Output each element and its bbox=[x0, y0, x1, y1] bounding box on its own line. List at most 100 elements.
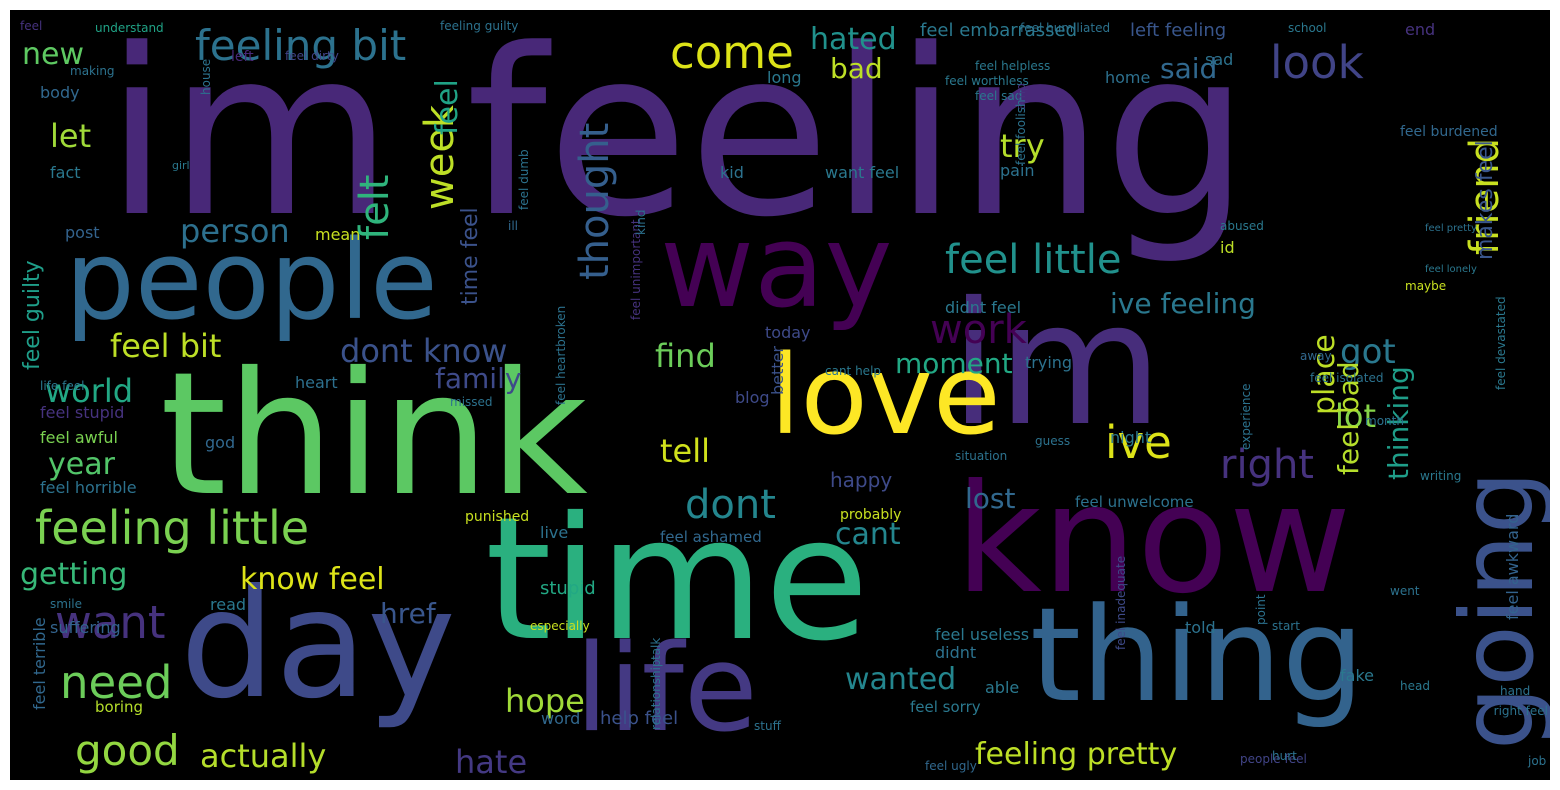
word: maybe bbox=[1405, 279, 1447, 293]
word: right bbox=[1220, 442, 1314, 488]
word: able bbox=[985, 678, 1020, 697]
word: writing bbox=[1420, 469, 1462, 483]
word: relationship bbox=[649, 659, 663, 730]
word: hope bbox=[505, 682, 585, 720]
word: feel devastated bbox=[1494, 296, 1508, 390]
word: feel unwelcome bbox=[1075, 493, 1194, 511]
word: job bbox=[1528, 754, 1547, 768]
word: thought bbox=[572, 122, 618, 280]
word: life bbox=[575, 620, 758, 759]
word: got bbox=[1340, 332, 1396, 372]
word: word bbox=[541, 709, 581, 728]
word: getting bbox=[20, 557, 128, 592]
word: new bbox=[22, 37, 85, 72]
word: punished bbox=[465, 509, 530, 525]
word: person bbox=[180, 212, 290, 250]
word: id bbox=[1220, 238, 1235, 257]
word: hated bbox=[810, 22, 897, 57]
word: year bbox=[48, 447, 115, 482]
word: way bbox=[660, 200, 893, 334]
word: experience bbox=[1239, 383, 1253, 450]
word: thing bbox=[1030, 579, 1365, 731]
word: feel burdened bbox=[1400, 124, 1498, 140]
word: ill bbox=[508, 219, 519, 233]
word: hand bbox=[1500, 684, 1531, 698]
word: actually bbox=[200, 737, 327, 775]
word: head bbox=[1400, 679, 1430, 693]
word: find bbox=[655, 337, 716, 375]
word: want bbox=[55, 596, 166, 649]
word: suffering bbox=[50, 618, 121, 637]
word: try bbox=[1000, 127, 1045, 165]
word: happy bbox=[830, 468, 893, 492]
word: missed bbox=[450, 395, 493, 409]
word: left bbox=[231, 49, 254, 65]
word: feel bit bbox=[110, 327, 222, 365]
word: hate bbox=[455, 743, 528, 780]
word: went bbox=[1390, 584, 1420, 598]
word: wanted bbox=[845, 662, 957, 697]
word: today bbox=[765, 323, 811, 342]
word: family bbox=[435, 362, 522, 395]
word: love bbox=[770, 331, 1001, 459]
word: smile bbox=[50, 597, 82, 611]
word: feel awkward bbox=[1503, 513, 1522, 620]
word: feel pretty bbox=[1425, 223, 1477, 234]
word: feel worthless bbox=[945, 74, 1029, 88]
word: feel sorry bbox=[910, 698, 981, 716]
word: ive feeling bbox=[1110, 287, 1256, 320]
word: girl bbox=[172, 159, 190, 172]
word: let bbox=[50, 117, 92, 155]
word: feel useless bbox=[935, 625, 1030, 644]
word: home bbox=[1105, 68, 1151, 87]
word: people feel bbox=[1240, 752, 1307, 766]
word: feel ashamed bbox=[660, 528, 762, 546]
word: know feel bbox=[240, 562, 385, 597]
word: feel stupid bbox=[40, 403, 125, 422]
word: href bbox=[380, 597, 436, 630]
word: want feel bbox=[825, 163, 900, 182]
word: didnt bbox=[935, 643, 977, 662]
word: didnt feel bbox=[945, 298, 1022, 317]
word: situation bbox=[955, 449, 1008, 463]
word: blog bbox=[735, 388, 770, 407]
word: time feel bbox=[458, 207, 483, 305]
word: feel lonely bbox=[1425, 264, 1477, 275]
word: feel ugly bbox=[925, 759, 977, 773]
word: talk bbox=[649, 637, 663, 660]
word: start bbox=[1272, 619, 1300, 633]
word: feel dirty bbox=[285, 49, 339, 63]
word: people bbox=[65, 216, 438, 344]
word: feel inadequate bbox=[1114, 555, 1128, 650]
word: making bbox=[70, 64, 115, 78]
word: time bbox=[485, 481, 870, 679]
word: mean bbox=[315, 225, 361, 244]
word: feel little bbox=[945, 237, 1122, 283]
word: long bbox=[767, 68, 802, 87]
word: feel bbox=[20, 19, 43, 33]
word: feel humiliated bbox=[1020, 21, 1111, 35]
word: bad bbox=[830, 52, 883, 85]
word: good bbox=[75, 726, 180, 775]
word: feel dumb bbox=[517, 149, 531, 210]
word: fact bbox=[50, 163, 81, 182]
word: end bbox=[1405, 20, 1436, 39]
word: away bbox=[1300, 349, 1332, 363]
word: abused bbox=[1220, 219, 1264, 233]
word: feel helpless bbox=[975, 59, 1051, 73]
word: feel isolated bbox=[1310, 371, 1384, 385]
word: stupid bbox=[540, 578, 596, 599]
word: live bbox=[540, 523, 569, 542]
word: know bbox=[955, 453, 1352, 627]
word: hurt bbox=[1272, 749, 1297, 763]
word: felt bbox=[352, 174, 398, 241]
word: feel foolish bbox=[1014, 99, 1028, 165]
word: tell bbox=[660, 432, 711, 470]
word: dont bbox=[685, 482, 776, 528]
word: post bbox=[65, 223, 100, 242]
word: right feel bbox=[1493, 704, 1548, 718]
word: feeling little bbox=[35, 501, 310, 555]
word: probably bbox=[840, 507, 902, 523]
word: school bbox=[1288, 21, 1327, 35]
word: sad bbox=[1205, 50, 1234, 69]
